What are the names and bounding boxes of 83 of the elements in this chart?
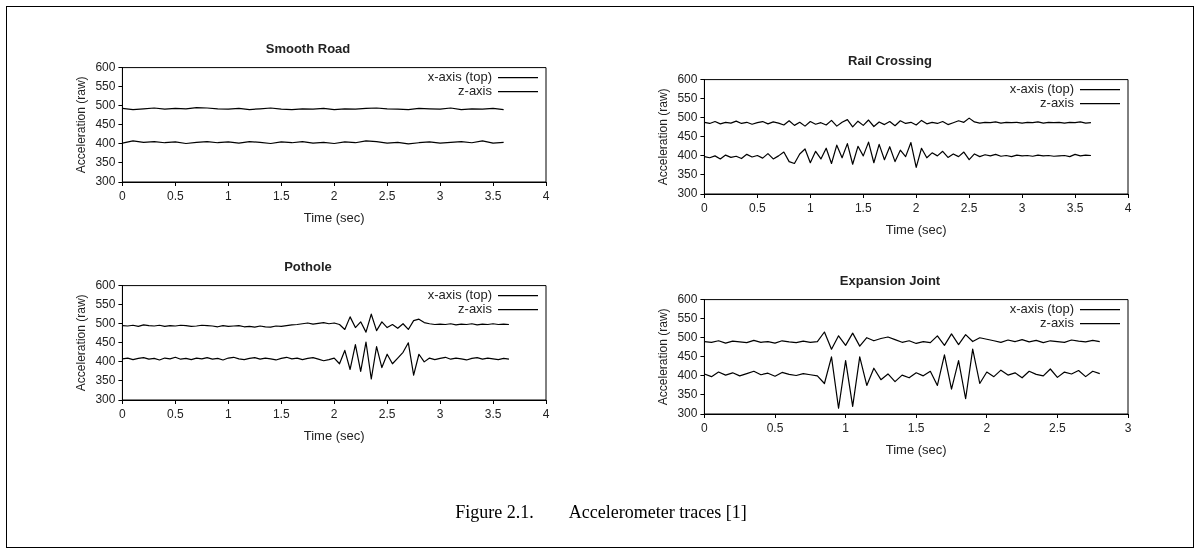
x-tick-label: 1.5	[854, 200, 872, 215]
x-tick-label: 2.5	[378, 406, 396, 421]
legend-label: z-axis	[458, 83, 493, 99]
x-tick-label: 4	[1124, 200, 1132, 215]
chart-title: Rail Crossing	[848, 53, 932, 69]
y-tick-label: 300	[677, 186, 698, 201]
y-axis-title: Acceleration (raw)	[73, 294, 88, 392]
x-tick-label: 2	[983, 420, 991, 435]
y-axis-title: Acceleration (raw)	[73, 76, 88, 174]
y-tick-label: 400	[95, 136, 116, 151]
x-tick-label: 2.5	[378, 188, 396, 203]
x-tick-label: 0	[119, 406, 127, 421]
x-tick-label: 1.5	[907, 420, 925, 435]
legend-label: z-axis	[458, 301, 493, 317]
legend-label: x-axis (top)	[427, 69, 492, 85]
x-tick-label: 0.5	[749, 200, 767, 215]
x-tick-label: 0	[701, 420, 709, 435]
x-tick-label: 1	[806, 200, 814, 215]
y-tick-label: 450	[677, 129, 698, 144]
x-tick-label: 2.5	[960, 200, 978, 215]
x-axis-title: Time (sec)	[303, 209, 365, 225]
y-tick-label: 300	[95, 174, 116, 189]
y-tick-label: 500	[95, 98, 116, 113]
y-tick-label: 400	[95, 354, 116, 369]
x-tick-label: 4	[542, 406, 550, 421]
x-tick-label: 2	[330, 188, 338, 203]
y-tick-label: 550	[95, 78, 116, 93]
y-tick-label: 600	[95, 277, 116, 292]
x-tick-label: 3.5	[484, 188, 502, 203]
y-tick-label: 600	[677, 71, 698, 86]
chart-title: Expansion Joint	[839, 273, 941, 289]
chart-title: Pothole	[284, 259, 332, 275]
x-tick-label: 0	[701, 200, 709, 215]
y-tick-label: 500	[677, 110, 698, 125]
x-tick-label: 3.5	[484, 406, 502, 421]
y-tick-label: 350	[95, 155, 116, 170]
x-tick-label: 1	[224, 406, 232, 421]
x-tick-label: 2	[912, 200, 920, 215]
legend-label: x-axis (top)	[1009, 81, 1074, 97]
y-tick-label: 550	[95, 296, 116, 311]
legend-label: x-axis (top)	[1009, 301, 1074, 317]
y-tick-label: 550	[677, 310, 698, 325]
y-tick-label: 450	[677, 349, 698, 364]
x-tick-label: 0.5	[167, 188, 185, 203]
x-axis-title: Time (sec)	[885, 221, 947, 237]
y-tick-label: 500	[677, 330, 698, 345]
legend-label: z-axis	[1040, 315, 1075, 331]
y-tick-label: 600	[677, 291, 698, 306]
x-tick-label: 1.5	[272, 188, 290, 203]
legend-label: z-axis	[1040, 95, 1075, 111]
x-tick-label: 3	[436, 406, 444, 421]
x-tick-label: 0.5	[167, 406, 185, 421]
caption: Figure 2.1. Accelerometer traces [1]	[454, 502, 748, 523]
x-tick-label: 3	[436, 188, 444, 203]
x-axis-title: Time (sec)	[303, 427, 365, 443]
y-tick-label: 350	[677, 167, 698, 182]
x-tick-label: 1	[224, 188, 232, 203]
y-tick-label: 500	[95, 316, 116, 331]
chart-title: Smooth Road	[265, 41, 351, 57]
x-axis-title: Time (sec)	[885, 441, 947, 457]
y-tick-label: 350	[95, 373, 116, 388]
x-tick-label: 3	[1018, 200, 1026, 215]
y-tick-label: 450	[95, 335, 116, 350]
y-tick-label: 400	[677, 148, 698, 163]
y-axis-title: Acceleration (raw)	[655, 88, 670, 186]
x-tick-label: 2.5	[1049, 420, 1067, 435]
x-tick-label: 3.5	[1066, 200, 1084, 215]
x-tick-label: 4	[542, 188, 550, 203]
y-tick-label: 400	[677, 368, 698, 383]
y-tick-label: 550	[677, 90, 698, 105]
y-tick-label: 300	[95, 392, 116, 407]
x-tick-label: 0	[119, 188, 127, 203]
x-tick-label: 0.5	[766, 420, 784, 435]
x-tick-label: 3	[1124, 420, 1132, 435]
legend-label: x-axis (top)	[427, 287, 492, 303]
y-tick-label: 300	[677, 406, 698, 421]
y-axis-title: Acceleration (raw)	[655, 308, 670, 406]
y-tick-label: 600	[95, 59, 116, 74]
y-tick-label: 450	[95, 117, 116, 132]
x-tick-label: 1	[842, 420, 850, 435]
y-tick-label: 350	[677, 387, 698, 402]
x-tick-label: 1.5	[272, 406, 290, 421]
x-tick-label: 2	[330, 406, 338, 421]
